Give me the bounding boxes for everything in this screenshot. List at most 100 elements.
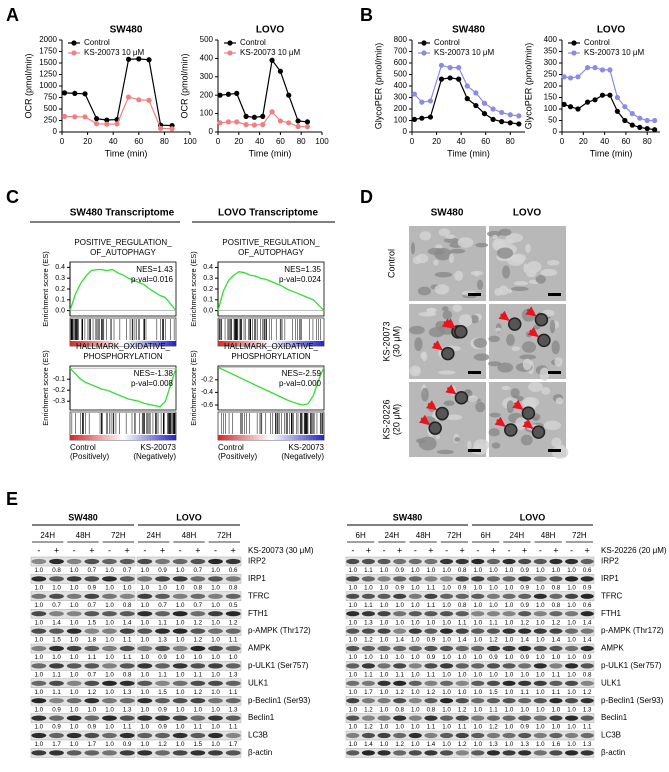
rank-gradient [218,435,324,440]
band-quantification: 1.0 [505,637,514,644]
band-quantification: 1.4 [552,637,561,644]
x-tick-label: 0 [560,137,565,146]
protein-label: p-Beclin1 (Ser93) [601,696,664,705]
micrograph-texture [436,449,454,455]
y-tick-label: 400 [544,35,558,44]
band-quantification: 1.1 [158,619,167,626]
band-quantification: 1.0 [176,637,185,644]
y-tick-label: 500 [200,35,214,44]
band-quantification: 1.0 [474,585,483,592]
band-quantification: 1.0 [411,637,420,644]
blot-band [424,593,438,599]
blot-strip [345,713,470,723]
data-point [269,57,275,63]
blot-band [565,750,579,756]
blot-band [102,628,117,634]
band-quantification: 1.1 [123,654,132,661]
plot-frame [69,365,177,411]
treatment-sign: + [125,545,130,555]
data-point [82,114,88,120]
blot-band [208,750,223,756]
blot-band [408,611,422,617]
x-axis-label: Time (min) [447,148,490,158]
treatment-sign: - [476,545,479,555]
data-point [622,104,628,110]
micrograph-texture [506,400,515,414]
blot-band [471,750,485,756]
treatment-sign: - [445,545,448,555]
blot-band [424,732,438,739]
band-quantification: 0.9 [52,724,61,731]
legend-marker [71,50,77,56]
blot-band [502,576,516,582]
protein-label: IRP1 [601,574,619,583]
band-quantification: 0.6 [583,567,592,574]
data-point [629,111,635,117]
band-quantification: 0.9 [520,724,529,731]
band-quantification: 0.9 [395,567,404,574]
data-point [269,109,275,115]
band-quantification: 0.8 [583,672,592,679]
blot-band [155,611,170,617]
blot-band [502,750,516,756]
band-quantification: 1.0 [489,585,498,592]
data-point [295,123,301,130]
blot-band [66,628,82,634]
band-quantification: 0.9 [520,567,529,574]
blot-strip [470,591,595,601]
series-line [69,367,177,408]
band-quantification: 1.1 [583,724,592,731]
band-quantification: 1.0 [52,585,61,592]
blot-band [565,593,579,599]
blot-band [408,645,422,652]
blot-strip [136,643,242,654]
blot-band [518,611,532,617]
micrograph-texture [467,395,478,403]
blot-band [102,593,117,599]
time-label: 6H [356,531,366,540]
micrograph-texture [526,261,542,273]
blot-band [225,732,241,739]
treatment-sign: + [491,545,496,555]
y-tick-label: 300 [544,58,558,67]
x-axis-label: Time (min) [590,148,633,158]
band-quantification: 1.1 [364,602,373,609]
blot-band [424,663,438,669]
band-quantification: 1.7 [88,741,97,748]
blot-band [49,715,64,721]
blot-band [408,558,422,565]
blot-band [119,558,135,565]
y-tick-label: -0.2 [201,377,213,384]
blot-band [190,732,206,739]
blot-band [190,663,206,669]
blot-band [408,732,422,739]
time-label: 24H [146,531,161,540]
blot-band [84,576,100,582]
y-tick-label: 500 [394,70,408,79]
band-quantification: 1.0 [474,637,483,644]
blot-band [455,576,469,582]
time-label: 6H [481,531,491,540]
band-quantification: 1.2 [395,741,404,748]
y-tick-label: 0 [403,127,408,136]
blot-band [455,645,469,652]
scale-bar [468,449,481,452]
blot-band [172,611,188,617]
band-quantification: 1.2 [583,689,592,696]
band-quantification: 1.1 [552,689,561,696]
blot-band [119,576,135,582]
autophagic-vacuole [441,346,455,361]
rank-label: (Negatively) [281,452,324,461]
band-quantification: 1.0 [505,672,514,679]
blot-band [66,732,82,739]
band-quantification: 1.0 [211,585,220,592]
blot-band [346,576,360,582]
treatment-sign: - [351,545,354,555]
band-quantification: 1.0 [552,567,561,574]
data-point [260,122,266,128]
blot-band [549,611,563,617]
blot-band [155,732,170,739]
legend-marker [227,40,233,46]
blot-band [565,732,579,739]
blot-band [549,732,563,739]
